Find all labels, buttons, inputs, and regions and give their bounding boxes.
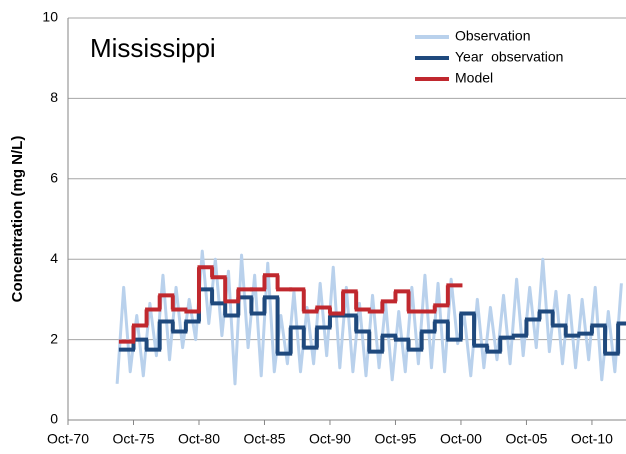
y-tick-label: 6 <box>50 170 58 186</box>
y-tick-label: 2 <box>50 330 58 346</box>
y-tick-label: 4 <box>50 250 58 266</box>
legend-label: Model <box>455 70 493 86</box>
legend-label: Observation <box>455 28 530 44</box>
chart-annotation: Mississippi <box>90 33 216 63</box>
x-tick-label: Oct-90 <box>309 431 351 447</box>
x-tick-label: Oct-00 <box>440 431 482 447</box>
y-tick-label: 10 <box>42 9 58 25</box>
x-tick-label: Oct-80 <box>178 431 220 447</box>
legend-label: Year observation <box>455 49 563 65</box>
x-tick-label: Oct-05 <box>505 431 547 447</box>
x-tick-label: Oct-85 <box>243 431 285 447</box>
x-tick-label: Oct-70 <box>47 431 89 447</box>
x-tick-label: Oct-95 <box>374 431 416 447</box>
y-axis-label: Concentration (mg N/L) <box>9 136 26 303</box>
y-tick-label: 0 <box>50 411 58 427</box>
x-tick-label: Oct-10 <box>571 431 613 447</box>
plot-area <box>115 249 626 386</box>
y-tick-label: 8 <box>50 89 58 105</box>
observation-line <box>115 249 623 386</box>
x-tick-label: Oct-75 <box>112 431 154 447</box>
